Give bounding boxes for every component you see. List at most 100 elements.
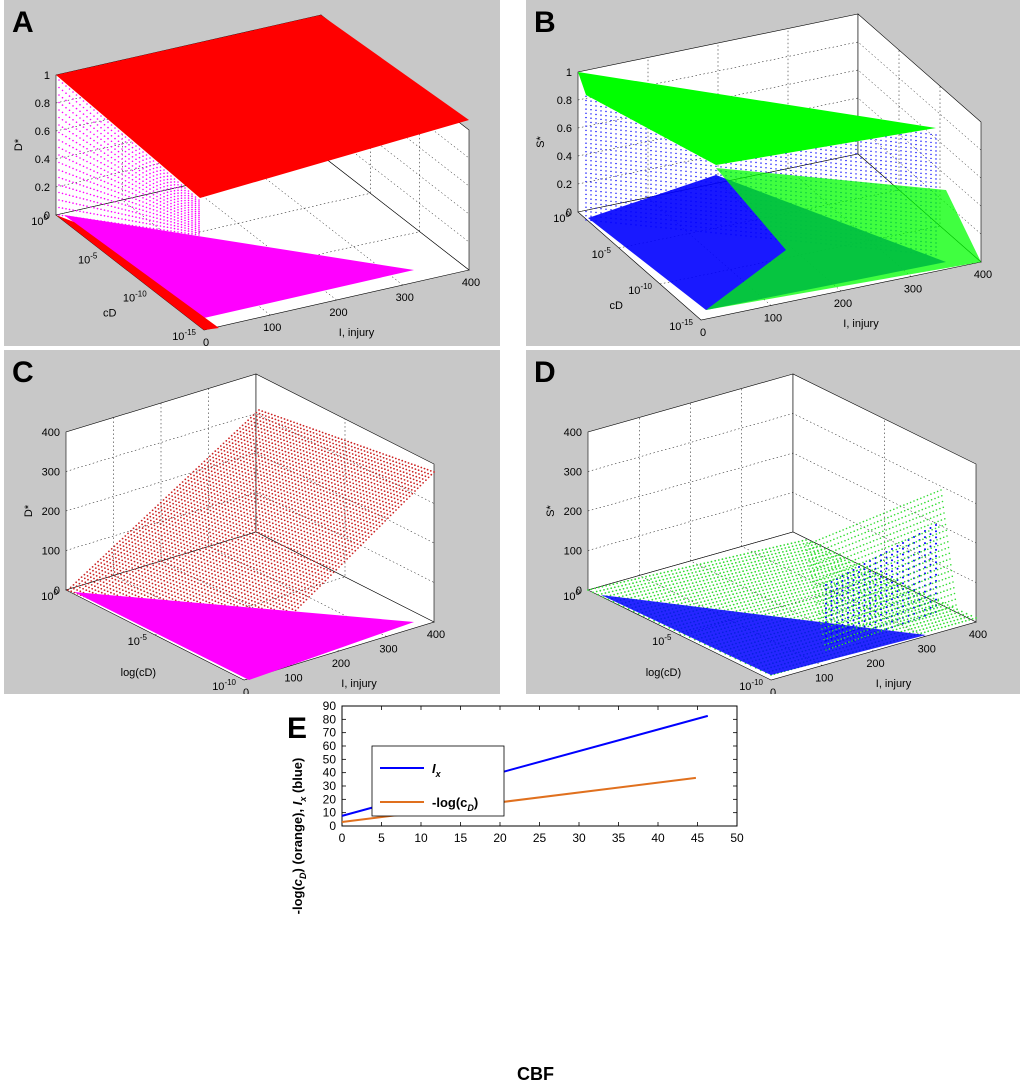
panel-b-x-tick-label: 0 <box>700 327 706 339</box>
panel-a-z-tick-label: 0.8 <box>35 98 50 110</box>
panel-b-z-tick-label: 0 <box>566 207 572 219</box>
panel-b-z-tick-label: 0.4 <box>557 151 572 163</box>
panel-e-x-tick-label: 15 <box>454 831 468 845</box>
panel-a: 0 0.2 0.4 0.6 0.8 1 0 100 200 300 400 100 10-5 10-10 1… <box>4 0 500 346</box>
panel-e-label: E <box>287 712 308 745</box>
panel-b: 0 0.2 0.4 0.6 0.8 1 0 100 200 300 400 100 10-5 10-10 1… <box>526 0 1020 346</box>
panel-e-legend <box>371 745 505 817</box>
panel-a-x-tick-label: 100 <box>263 322 281 334</box>
panel-c-x-tick-label: 300 <box>379 644 397 656</box>
panel-a-z-tick-label: 1 <box>44 70 50 82</box>
panel-e-x-axis-label: CBF <box>517 1064 554 1084</box>
panel-e-x-tick-label: 5 <box>378 831 385 845</box>
panel-e-x-tick-label: 30 <box>572 831 586 845</box>
panel-c-label: C <box>12 356 34 389</box>
panel-c-x-tick-label: 200 <box>332 658 350 670</box>
panel-a-y-tick-label: 100 <box>31 213 48 228</box>
panel-b-y-tick-label: 10-15 <box>669 318 693 333</box>
panel-c-points-floor <box>74 592 414 680</box>
panel-c: 0 100 200 300 400 0 100 200 300 400 100 10-5 10-10 D*… <box>4 350 500 694</box>
panel-e-x-tick-label: 20 <box>493 831 507 845</box>
panel-b-x-tick-label: 300 <box>904 284 922 296</box>
panel-b-x-tick-label: 100 <box>764 313 782 325</box>
panel-b-y-tick-label: 100 <box>553 210 570 225</box>
panel-b-label: B <box>534 6 556 39</box>
panel-a-y-tick-label: 10-5 <box>78 251 98 266</box>
panel-c-grid <box>65 388 435 666</box>
panel-d-z-tick-label: 400 <box>564 427 582 439</box>
panel-d-z-tick-label: 0 <box>576 585 582 597</box>
panel-a-surface-top <box>56 15 469 198</box>
panel-b-y-axis-label: cD <box>610 300 624 312</box>
panel-d-x-tick-label: 200 <box>866 658 884 670</box>
panel-d-surface-rise <box>805 489 957 651</box>
panel-a-z-tick-label: 0.2 <box>35 182 50 194</box>
panel-a-z-axis-label: D* <box>13 138 25 151</box>
panel-e-y-tick-label: 0 <box>329 819 336 833</box>
panel-e-y-tick-label: 80 <box>323 712 337 726</box>
panel-a-x-tick-label: 400 <box>462 277 480 289</box>
panel-e-y-tick-label: 30 <box>323 779 337 793</box>
panel-a-z-tick-label: 0.6 <box>35 126 50 138</box>
panel-b-plot: 00.20.40.60.81010020030040010010-510-101… <box>535 13 992 339</box>
panel-e-y-tick-label: 50 <box>323 752 337 766</box>
panel-d-x-axis-label: I, injury <box>876 678 912 690</box>
panel-a-y-tick-label: 10-15 <box>172 328 196 343</box>
panel-c-surface-plane <box>67 409 435 663</box>
panel-a-x-axis-label: I, injury <box>339 327 375 339</box>
panel-e-x-tick-label: 25 <box>533 831 547 845</box>
panel-d-y-axis-label: log(cD) <box>646 667 681 679</box>
panel-b-z-tick-label: 0.6 <box>557 123 572 135</box>
panel-d-z-axis-label: S* <box>545 504 557 516</box>
panel-e-chart: 0 5 10 15 20 25 30 35 40 45 500102030405060708090I… <box>290 700 744 1084</box>
panel-d-y-tick-label: 10-10 <box>739 678 763 693</box>
panel-d-grid <box>587 388 977 666</box>
panel-c-z-tick-label: 100 <box>42 546 60 558</box>
panel-b-z-tick-label: 0.8 <box>557 95 572 107</box>
panel-e-y-tick-label: 90 <box>323 700 337 713</box>
panel-a-plot: 00.20.40.60.81010020030040010010-510-101… <box>13 14 480 346</box>
panel-e-x-tick-label: 0 <box>339 831 346 845</box>
panel-c-z-tick-label: 400 <box>42 427 60 439</box>
panel-e-y-tick-label: 40 <box>323 766 337 780</box>
panel-c-y-tick-label: 100 <box>41 588 58 603</box>
panel-e-y-tick-label: 10 <box>323 806 337 820</box>
panel-d-x-tick-label: 0 <box>770 687 776 694</box>
panel-b-x-axis-label: I, injury <box>843 318 879 330</box>
panel-a-label: A <box>12 6 34 39</box>
panel-e-y-tick-label: 60 <box>323 739 337 753</box>
panel-d-z-tick-label: 100 <box>564 546 582 558</box>
panel-d-x-tick-label: 300 <box>918 644 936 656</box>
panel-d-x-tick-label: 100 <box>815 673 833 685</box>
panel-c-y-tick-label: 10-5 <box>128 633 148 648</box>
panel-d-plot: 0100200300400010020030040010010-510-10S*… <box>545 373 987 694</box>
panel-c-z-axis-label: D* <box>23 504 35 517</box>
panel-b-z-tick-label: 1 <box>566 67 572 79</box>
panel-c-z-tick-label: 200 <box>42 506 60 518</box>
panel-a-y-axis-label: cD <box>103 307 117 319</box>
panel-a-z-tick-label: 0.4 <box>35 154 50 166</box>
panel-d: 0 100 200 300 400 0 100 200 300 400 100 10-5 10-10 S*… <box>526 350 1020 694</box>
panel-d-points-floor <box>601 595 926 675</box>
panel-a-y-tick-label: 10-10 <box>123 290 147 305</box>
panel-b-z-tick-label: 0.2 <box>557 179 572 191</box>
panel-b-surface-top <box>578 72 936 165</box>
panel-e-y-axis-label: -log(cD) (orange), Ix (blue) <box>290 758 308 915</box>
panel-e-legend-label: Ix <box>432 761 442 779</box>
panel-c-plot: 0100200300400010020030040010010-510-10D*… <box>23 373 445 694</box>
panel-b-z-axis-label: S* <box>535 135 547 147</box>
panel-c-x-axis-label: I, injury <box>341 678 377 690</box>
panel-e-y-tick-label: 20 <box>323 792 337 806</box>
panel-d-z-tick-label: 200 <box>564 506 582 518</box>
panel-c-x-tick-label: 400 <box>427 629 445 641</box>
panel-c-y-tick-label: 10-10 <box>212 678 236 693</box>
panel-e-x-tick-label: 40 <box>651 831 665 845</box>
panel-b-x-tick-label: 200 <box>834 298 852 310</box>
panel-d-z-tick-label: 300 <box>564 467 582 479</box>
panel-c-x-tick-label: 100 <box>284 673 302 685</box>
panel-a-z-tick-label: 0 <box>44 210 50 222</box>
panel-b-surface-floor <box>706 168 981 310</box>
panel-b-x-tick-label: 400 <box>974 269 992 281</box>
panel-b-y-tick-label: 10-10 <box>628 282 652 297</box>
panel-d-y-tick-label: 10-5 <box>652 633 672 648</box>
